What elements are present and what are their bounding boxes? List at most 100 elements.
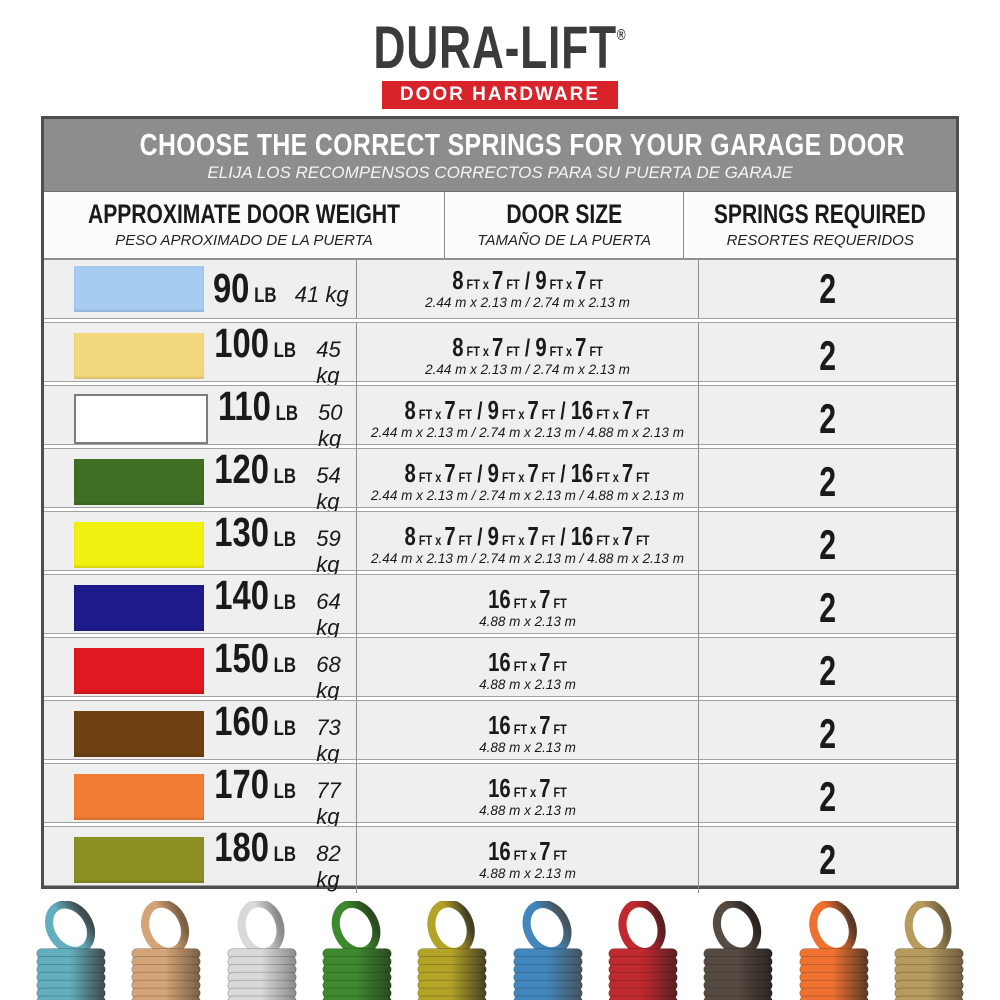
color-swatch-yellow: [74, 521, 204, 568]
door-weight-metric: 41 kg: [294, 282, 349, 308]
spring-photo-charcoal: [693, 900, 783, 1000]
color-swatch-red: [74, 647, 204, 694]
springs-required-cell: 2: [699, 260, 956, 318]
door-weight-cell: 180 LB 82 kg: [44, 826, 357, 893]
door-weight-value: 120 LB 54 kg: [204, 448, 356, 515]
door-size-metric: 4.88 m x 2.13 m: [479, 677, 576, 693]
brand-tagline: DOOR HARDWARE: [399, 84, 601, 105]
door-weight-value: 140 LB 64 kg: [204, 574, 356, 641]
table-row-130lb: 130 LB 59 kg 8 FT x 7 FT / 9 FT x 7 FT / 1…: [44, 510, 956, 578]
door-weight-metric: 54 kg: [316, 462, 341, 514]
table-row-120lb: 120 LB 54 kg 8 FT x 7 FT / 9 FT x 7 FT / 1…: [44, 447, 956, 515]
spring-photo-silver: [217, 900, 307, 1000]
door-size-ft: 8 FT x 7 FT / 9 FT x 7 FT / 16 FT x 7 FT: [405, 457, 650, 488]
door-size-ft: 16 FT x 7 FT: [488, 709, 567, 740]
door-size-cell: 8 FT x 7 FT / 9 FT x 7 FT / 16 FT x 7 FT…: [357, 385, 699, 452]
brand-logo: DURA-LIFT® DOOR HARDWARE: [0, 0, 1000, 109]
brand-text: DURA-LIFT: [373, 14, 617, 81]
door-size-cell: 16 FT x 7 FT 4.88 m x 2.13 m: [357, 637, 699, 704]
spring-photo-yellow: [407, 900, 497, 1000]
door-size-ft: 8 FT x 7 FT / 9 FT x 7 FT: [452, 264, 603, 295]
registered-mark: ®: [616, 27, 627, 44]
door-size-ft: 16 FT x 7 FT: [488, 583, 567, 614]
door-size-ft: 16 FT x 7 FT: [488, 835, 567, 866]
spring-photo-strip: [0, 900, 1000, 1000]
spring-photo-gold: [884, 900, 974, 1000]
springs-required-cell: 2: [699, 827, 956, 893]
door-weight-value: 130 LB 59 kg: [204, 511, 356, 578]
springs-required-value: 2: [819, 331, 836, 379]
color-swatch-navy: [74, 584, 204, 631]
springs-required-cell: 2: [699, 449, 956, 515]
door-weight-cell: 90 LB 41 kg: [44, 259, 357, 318]
brand-tagline-banner: DOOR HARDWARE: [381, 81, 619, 109]
door-weight-metric: 82 kg: [316, 840, 341, 892]
door-size-metric: 2.44 m x 2.13 m / 2.74 m x 2.13 m / 4.88…: [371, 425, 684, 441]
header-door-weight-title: APPROXIMATE DOOR WEIGHT: [88, 199, 401, 230]
table-subtitle: ELIJA LOS RECOMPENSOS CORRECTOS PARA SU …: [207, 162, 793, 182]
table-row-100lb: 100 LB 45 kg 8 FT x 7 FT / 9 FT x 7 FT 2.44…: [44, 321, 956, 389]
door-size-cell: 16 FT x 7 FT 4.88 m x 2.13 m: [357, 826, 699, 893]
springs-required-cell: 2: [699, 512, 956, 578]
spring-photo-red: [598, 900, 688, 1000]
door-weight-metric: 73 kg: [316, 714, 341, 766]
table-body: 90 LB 41 kg 8 FT x 7 FT / 9 FT x 7 FT 2.44 …: [44, 257, 956, 893]
springs-required-cell: 2: [699, 386, 956, 452]
door-size-metric: 2.44 m x 2.13 m / 2.74 m x 2.13 m / 4.88…: [371, 488, 684, 504]
spring-image-teal: [36, 900, 106, 1000]
color-swatch-orange: [74, 773, 204, 820]
door-size-cell: 16 FT x 7 FT 4.88 m x 2.13 m: [357, 700, 699, 767]
door-size-metric: 4.88 m x 2.13 m: [479, 803, 576, 819]
springs-required-value: 2: [819, 264, 836, 312]
door-weight-metric: 59 kg: [316, 525, 341, 577]
door-size-ft: 8 FT x 7 FT / 9 FT x 7 FT: [452, 331, 603, 362]
door-size-metric: 4.88 m x 2.13 m: [479, 740, 576, 756]
spring-image-green: [322, 900, 392, 1000]
table-row-110lb: 110 LB 50 kg 8 FT x 7 FT / 9 FT x 7 FT / 1…: [44, 384, 956, 452]
header-springs-required: SPRINGS REQUIRED RESORTES REQUERIDOS: [684, 192, 956, 258]
table-title-banner: CHOOSE THE CORRECT SPRINGS FOR YOUR GARA…: [44, 119, 956, 193]
springs-required-cell: 2: [699, 701, 956, 767]
door-weight-cell: 100 LB 45 kg: [44, 322, 357, 389]
door-size-cell: 8 FT x 7 FT / 9 FT x 7 FT / 16 FT x 7 FT…: [357, 448, 699, 515]
door-weight-value: 160 LB 73 kg: [204, 700, 356, 767]
springs-required-cell: 2: [699, 638, 956, 704]
door-weight-metric: 77 kg: [316, 777, 341, 829]
header-door-size: DOOR SIZE TAMAÑO DE LA PUERTA: [445, 192, 685, 258]
spring-photo-green: [312, 900, 402, 1000]
color-swatch-olive: [74, 836, 204, 883]
springs-required-cell: 2: [699, 764, 956, 830]
door-size-ft: 16 FT x 7 FT: [488, 646, 567, 677]
door-weight-cell: 150 LB 68 kg: [44, 637, 357, 704]
door-size-cell: 8 FT x 7 FT / 9 FT x 7 FT / 16 FT x 7 FT…: [357, 511, 699, 578]
brand-name: DURA-LIFT®: [374, 18, 627, 78]
door-weight-metric: 68 kg: [316, 651, 341, 703]
springs-required-cell: 2: [699, 323, 956, 389]
door-weight-cell: 140 LB 64 kg: [44, 574, 357, 641]
springs-required-value: 2: [819, 520, 836, 568]
springs-required-value: 2: [819, 457, 836, 505]
color-swatch-white: [74, 393, 208, 444]
color-swatch-green: [74, 458, 204, 505]
table-row-170lb: 170 LB 77 kg 16 FT x 7 FT 4.88 m x 2.13 m 2: [44, 762, 956, 830]
header-door-weight-subtitle: PESO APROXIMADO DE LA PUERTA: [115, 231, 373, 249]
spring-image-gold: [894, 900, 964, 1000]
spring-photo-blue: [503, 900, 593, 1000]
spring-image-copper: [131, 900, 201, 1000]
header-door-weight: APPROXIMATE DOOR WEIGHT PESO APROXIMADO …: [44, 192, 446, 258]
door-size-ft: 16 FT x 7 FT: [488, 772, 567, 803]
door-weight-cell: 120 LB 54 kg: [44, 448, 357, 515]
springs-required-value: 2: [819, 394, 836, 442]
door-size-cell: 8 FT x 7 FT / 9 FT x 7 FT 2.44 m x 2.13 m…: [357, 322, 699, 389]
door-size-metric: 4.88 m x 2.13 m: [479, 614, 576, 630]
door-size-ft: 8 FT x 7 FT / 9 FT x 7 FT / 16 FT x 7 FT: [405, 394, 650, 425]
door-size-cell: 16 FT x 7 FT 4.88 m x 2.13 m: [357, 574, 699, 641]
door-weight-cell: 160 LB 73 kg: [44, 700, 357, 767]
header-springs-required-title: SPRINGS REQUIRED: [714, 199, 927, 230]
door-size-metric: 2.44 m x 2.13 m / 2.74 m x 2.13 m: [425, 295, 630, 311]
door-weight-cell: 170 LB 77 kg: [44, 763, 357, 830]
